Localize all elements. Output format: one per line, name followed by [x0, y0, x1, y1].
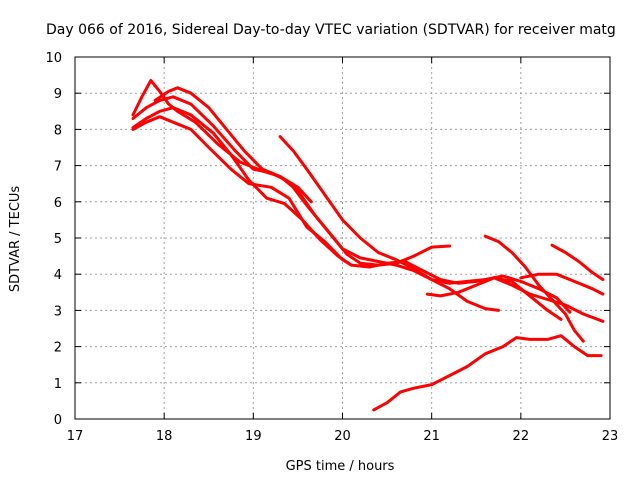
y-tick-label: 5: [54, 232, 62, 247]
series-line-track-8: [483, 234, 585, 343]
x-axis-label: GPS time / hours: [286, 459, 395, 474]
y-tick-label: 6: [54, 196, 62, 211]
y-tick-label: 8: [54, 123, 62, 138]
x-tick-label: 17: [67, 429, 84, 444]
series-line-track-4: [131, 115, 353, 267]
series-line-track-11: [519, 272, 605, 296]
y-tick-label: 1: [54, 377, 62, 392]
y-tick-label: 0: [54, 413, 62, 428]
series-line-track-3: [131, 106, 563, 321]
series-line-track-10: [425, 276, 605, 323]
y-tick-label: 3: [54, 304, 62, 319]
series-line-track-9: [550, 243, 605, 282]
x-tick-label: 21: [423, 429, 440, 444]
x-tick-label: 19: [245, 429, 262, 444]
y-tick-label: 2: [54, 341, 62, 356]
x-tick-label: 23: [602, 429, 619, 444]
series-line-track-5: [153, 86, 313, 204]
y-axis-label: SDTVAR / TECUs: [8, 186, 23, 293]
x-tick-label: 22: [513, 429, 530, 444]
x-tick-label: 18: [156, 429, 173, 444]
y-tick-label: 4: [54, 268, 62, 283]
series-line-track-7: [372, 334, 603, 412]
series-layer: [131, 79, 605, 412]
series-line-track-1: [131, 79, 451, 267]
series-line-track-6: [278, 135, 572, 314]
y-tick-label: 7: [54, 160, 62, 175]
x-tick-label: 20: [334, 429, 351, 444]
y-tick-label: 10: [45, 51, 62, 66]
grid-layer: [75, 57, 610, 419]
chart-title: Day 066 of 2016, Sidereal Day-to-day VTE…: [46, 22, 616, 38]
y-tick-label: 9: [54, 87, 62, 102]
series-line-track-2: [131, 95, 500, 312]
